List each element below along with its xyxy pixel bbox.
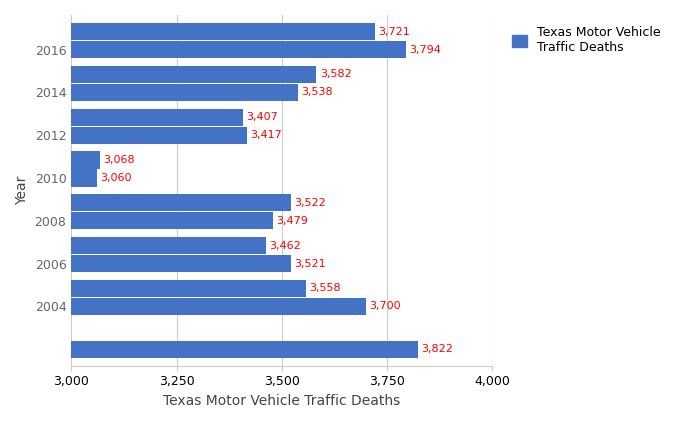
Bar [71,212,273,229]
Bar [71,151,100,168]
Bar [71,84,298,101]
Text: 3,417: 3,417 [250,130,282,140]
Bar [71,194,291,212]
Bar [71,126,247,144]
Text: 3,822: 3,822 [421,344,453,354]
Bar [71,280,306,297]
Text: 3,538: 3,538 [301,88,333,97]
Legend: Texas Motor Vehicle
Traffic Deaths: Texas Motor Vehicle Traffic Deaths [507,21,666,59]
Bar [71,255,291,272]
Bar [71,41,406,58]
Text: 3,462: 3,462 [269,241,301,250]
Text: 3,407: 3,407 [246,112,278,122]
Text: 3,582: 3,582 [320,69,352,80]
Text: 3,522: 3,522 [295,198,326,208]
Bar [71,66,317,83]
Text: 3,558: 3,558 [310,283,341,293]
Text: 3,060: 3,060 [100,173,131,183]
Bar [71,237,266,254]
Text: 3,521: 3,521 [294,258,326,269]
Bar [71,170,96,187]
Bar [71,298,366,315]
X-axis label: Texas Motor Vehicle Traffic Deaths: Texas Motor Vehicle Traffic Deaths [163,394,401,408]
Bar [71,23,375,40]
Text: 3,700: 3,700 [369,301,401,311]
Text: 3,479: 3,479 [276,216,308,226]
Bar [71,341,417,357]
Bar [71,109,243,126]
Text: 3,794: 3,794 [409,45,441,55]
Text: 3,721: 3,721 [378,27,410,37]
Text: 3,068: 3,068 [103,155,135,165]
Y-axis label: Year: Year [15,176,29,205]
